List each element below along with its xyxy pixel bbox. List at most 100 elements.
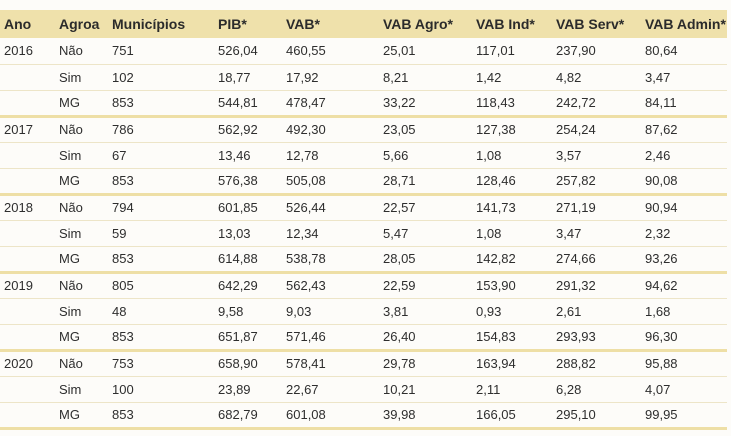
cell-agroa: Não — [55, 116, 108, 143]
cell-vab-ind: 142,82 — [472, 246, 552, 274]
table-row: MG 853 576,38 505,08 28,71 128,46 257,82 90,08 — [0, 168, 727, 196]
cell-vab-admin: 80,64 — [641, 38, 727, 65]
cell-vab-agro: 22,59 — [379, 272, 472, 299]
cell-vab-admin: 96,30 — [641, 324, 727, 352]
cell-pib: 23,89 — [214, 376, 282, 403]
cell-agroa: MG — [55, 90, 108, 118]
column-header-vab-agro: VAB Agro* — [383, 16, 453, 32]
table-row: 2019 Não 805 642,29 562,43 22,59 153,90 291,32 9… — [0, 272, 727, 299]
cell-ano — [0, 246, 55, 274]
cell-vab: 578,41 — [282, 350, 379, 377]
cell-pib: 13,03 — [214, 220, 282, 247]
cell-vab: 12,34 — [282, 220, 379, 247]
cell-vab-serv: 3,47 — [552, 220, 641, 247]
table-row: Sim 59 13,03 12,34 5,47 1,08 3,47 2,32 — [0, 220, 727, 247]
cell-vab-agro: 10,21 — [379, 376, 472, 403]
data-table: Ano Agroa Municípios PIB* VAB* VAB Agro*… — [0, 10, 727, 430]
cell-vab: 12,78 — [282, 142, 379, 169]
cell-pib: 544,81 — [214, 90, 282, 118]
cell-vab: 460,55 — [282, 38, 379, 65]
cell-vab-admin: 90,94 — [641, 194, 727, 221]
cell-vab-serv: 288,82 — [552, 350, 641, 377]
cell-pib: 526,04 — [214, 38, 282, 65]
column-header-pib: PIB* — [218, 16, 247, 32]
cell-municipios: 853 — [108, 168, 214, 196]
cell-pib: 9,58 — [214, 298, 282, 325]
table-row: 2016 Não 751 526,04 460,55 25,01 117,01 237,90 8… — [0, 38, 727, 65]
cell-agroa: Sim — [55, 220, 108, 247]
cell-vab-admin: 2,46 — [641, 142, 727, 169]
cell-municipios: 853 — [108, 90, 214, 118]
cell-vab-serv: 274,66 — [552, 246, 641, 274]
cell-agroa: MG — [55, 246, 108, 274]
cell-vab-agro: 26,40 — [379, 324, 472, 352]
cell-vab-ind: 127,38 — [472, 116, 552, 143]
cell-pib: 601,85 — [214, 194, 282, 221]
cell-vab-ind: 128,46 — [472, 168, 552, 196]
cell-agroa: Não — [55, 272, 108, 299]
cell-vab-admin: 84,11 — [641, 90, 727, 118]
cell-vab-serv: 237,90 — [552, 38, 641, 65]
column-header-ano: Ano — [4, 16, 32, 32]
cell-ano — [0, 298, 55, 325]
cell-ano: 2019 — [0, 272, 55, 299]
cell-municipios: 59 — [108, 220, 214, 247]
cell-pib: 651,87 — [214, 324, 282, 352]
table-body: 2016 Não 751 526,04 460,55 25,01 117,01 237,90 8… — [0, 38, 727, 430]
cell-vab-agro: 25,01 — [379, 38, 472, 65]
cell-municipios: 805 — [108, 272, 214, 299]
table-row: Sim 102 18,77 17,92 8,21 1,42 4,82 3,47 — [0, 64, 727, 91]
column-header-vab-admin: VAB Admin* — [645, 16, 726, 32]
cell-vab-admin: 3,47 — [641, 64, 727, 91]
cell-pib: 614,88 — [214, 246, 282, 274]
cell-vab-serv: 254,24 — [552, 116, 641, 143]
header-row: Ano Agroa Municípios PIB* VAB* VAB Agro*… — [0, 10, 727, 38]
cell-vab: 526,44 — [282, 194, 379, 221]
cell-vab-serv: 6,28 — [552, 376, 641, 403]
cell-vab-agro: 3,81 — [379, 298, 472, 325]
cell-vab-ind: 2,11 — [472, 376, 552, 403]
cell-vab-agro: 23,05 — [379, 116, 472, 143]
cell-vab-serv: 295,10 — [552, 402, 641, 430]
cell-vab-serv: 271,19 — [552, 194, 641, 221]
cell-municipios: 853 — [108, 402, 214, 430]
cell-municipios: 853 — [108, 246, 214, 274]
cell-vab: 492,30 — [282, 116, 379, 143]
cell-vab-admin: 95,88 — [641, 350, 727, 377]
cell-ano — [0, 220, 55, 247]
cell-agroa: Não — [55, 194, 108, 221]
cell-vab-ind: 1,08 — [472, 220, 552, 247]
cell-vab-ind: 154,83 — [472, 324, 552, 352]
cell-vab-ind: 118,43 — [472, 90, 552, 118]
cell-vab-ind: 153,90 — [472, 272, 552, 299]
cell-municipios: 751 — [108, 38, 214, 65]
cell-vab-agro: 39,98 — [379, 402, 472, 430]
cell-vab-admin: 1,68 — [641, 298, 727, 325]
cell-agroa: Sim — [55, 298, 108, 325]
cell-vab-agro: 5,66 — [379, 142, 472, 169]
cell-vab-serv: 257,82 — [552, 168, 641, 196]
cell-agroa: MG — [55, 168, 108, 196]
cell-ano — [0, 64, 55, 91]
table-row: MG 853 544,81 478,47 33,22 118,43 242,72 84,11 — [0, 90, 727, 118]
cell-vab-serv: 2,61 — [552, 298, 641, 325]
cell-agroa: Não — [55, 38, 108, 65]
cell-vab: 505,08 — [282, 168, 379, 196]
table-row: Sim 48 9,58 9,03 3,81 0,93 2,61 1,68 — [0, 298, 727, 325]
cell-ano — [0, 324, 55, 352]
cell-pib: 562,92 — [214, 116, 282, 143]
column-header-vab-serv: VAB Serv* — [556, 16, 625, 32]
column-header-vab-ind: VAB Ind* — [476, 16, 535, 32]
cell-vab-agro: 28,71 — [379, 168, 472, 196]
cell-vab-ind: 163,94 — [472, 350, 552, 377]
cell-agroa: MG — [55, 324, 108, 352]
cell-ano: 2016 — [0, 38, 55, 65]
cell-vab-serv: 293,93 — [552, 324, 641, 352]
cell-vab-agro: 5,47 — [379, 220, 472, 247]
cell-municipios: 853 — [108, 324, 214, 352]
cell-municipios: 48 — [108, 298, 214, 325]
cell-vab-admin: 2,32 — [641, 220, 727, 247]
cell-vab-admin: 93,26 — [641, 246, 727, 274]
cell-vab-serv: 3,57 — [552, 142, 641, 169]
